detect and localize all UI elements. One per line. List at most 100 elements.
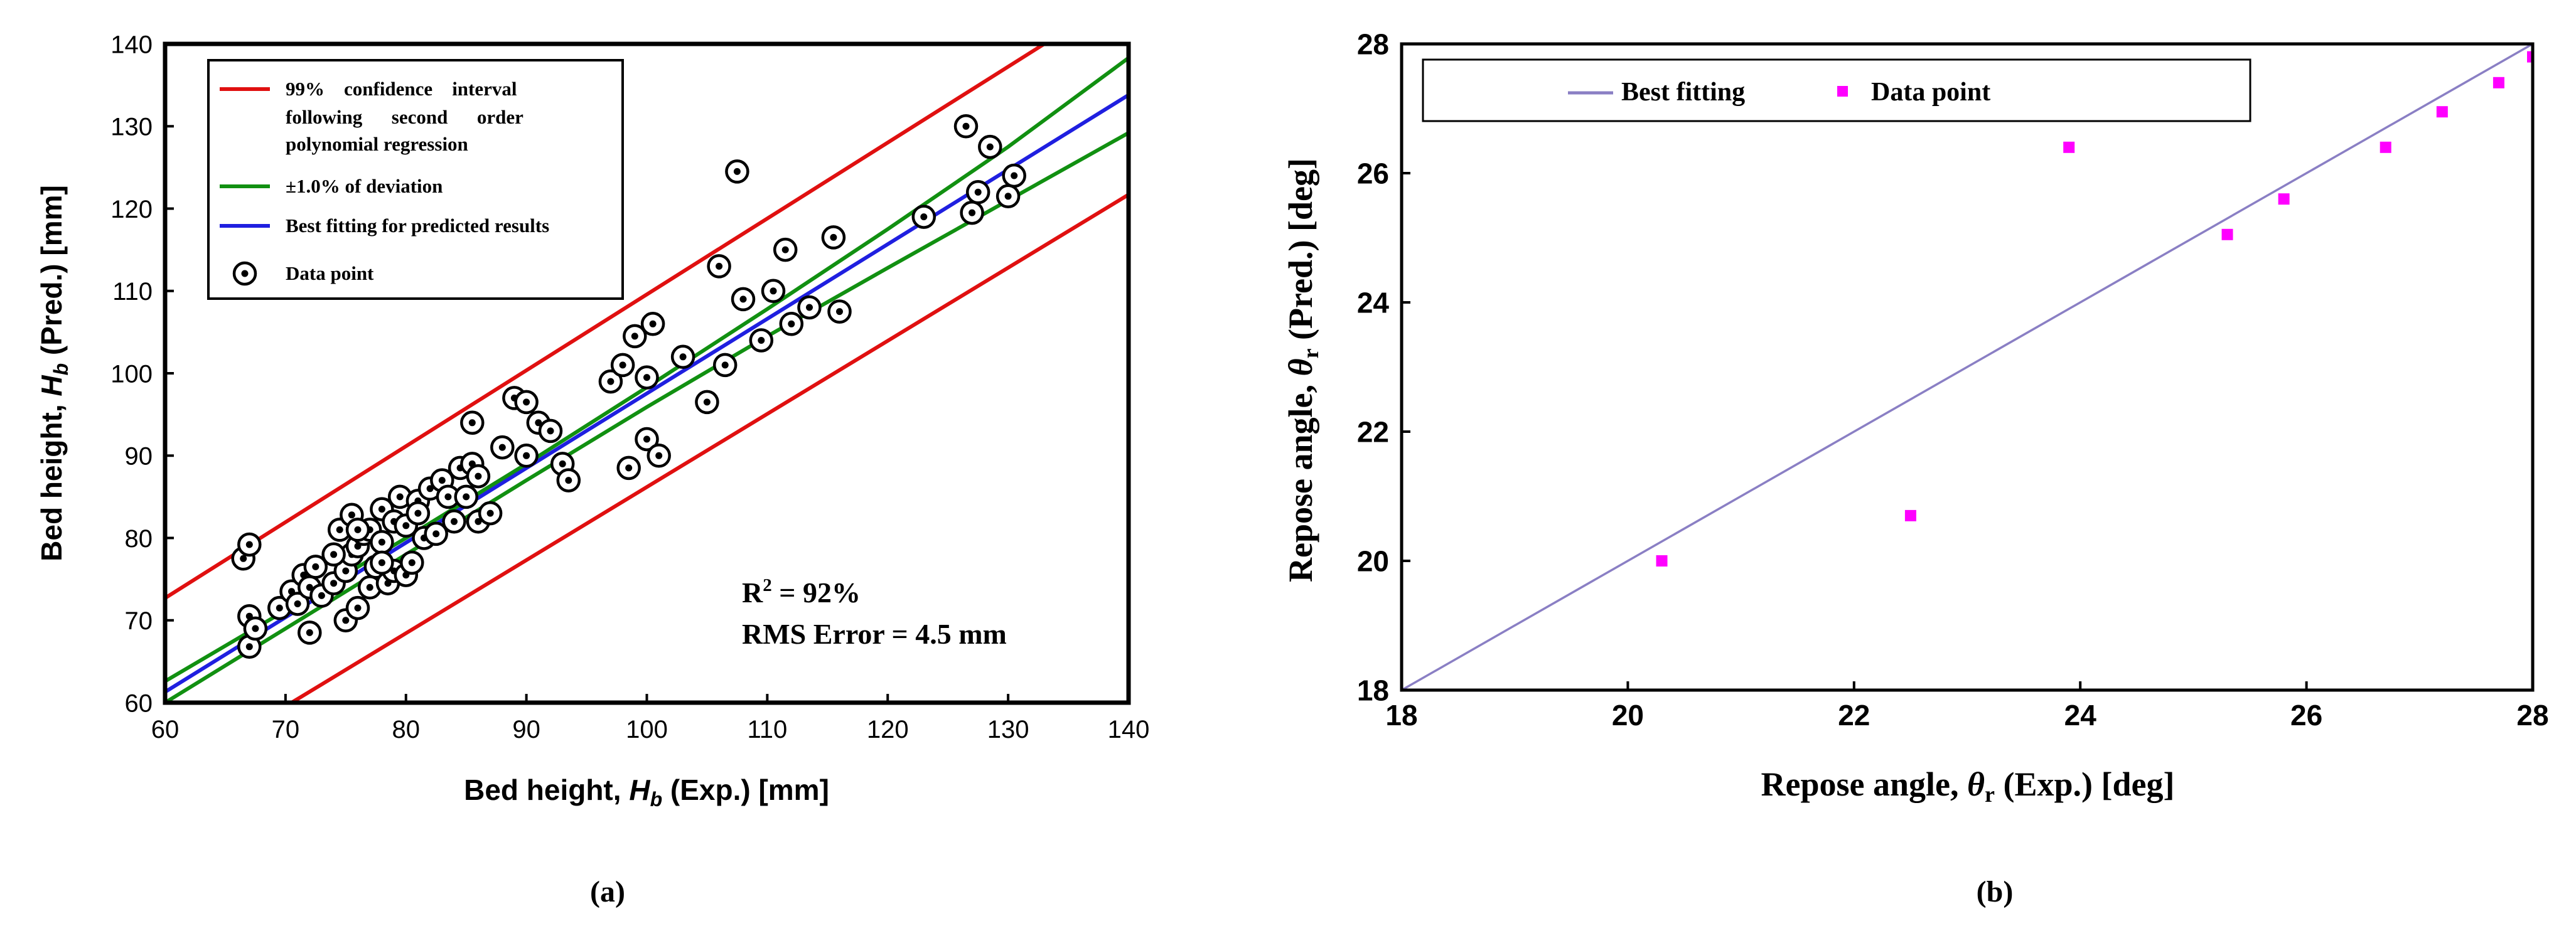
- data-point: [911, 205, 936, 229]
- legend-b-data-point-label: Data point: [1871, 78, 1990, 107]
- b-x-label-suffix: (Exp.) [deg]: [1995, 765, 2174, 803]
- data-point-center: [330, 551, 338, 558]
- x-tick-label: 90: [512, 716, 540, 743]
- x-tick-label: 140: [1108, 716, 1150, 743]
- data-point-center: [475, 472, 482, 480]
- data-point-center: [402, 522, 410, 530]
- data-point-center: [444, 493, 452, 501]
- data-point: [978, 134, 1002, 159]
- data-point-center: [962, 122, 970, 130]
- data-point-center: [486, 509, 494, 517]
- data-point-center: [432, 530, 440, 538]
- panel-b-line-best-fitting: [1402, 44, 2533, 690]
- data-point: [2436, 106, 2448, 118]
- data-point: [460, 410, 485, 435]
- data-point-center: [619, 361, 626, 369]
- data-point-center: [312, 563, 319, 570]
- data-point: [345, 518, 370, 542]
- panel-a-series-layer: [165, 44, 1129, 703]
- data-point: [345, 595, 370, 620]
- data-point: [695, 390, 719, 415]
- data-point: [2527, 51, 2533, 63]
- y-tick-label: 120: [110, 196, 153, 223]
- data-point: [400, 550, 424, 575]
- r2-value: = 92%: [772, 577, 861, 609]
- x-tick-label: 130: [987, 716, 1029, 743]
- data-point: [454, 484, 478, 509]
- data-point-center: [348, 511, 355, 519]
- x-tick-label: 60: [151, 716, 180, 743]
- y-label-suffix: (Pred.) [mm]: [35, 185, 68, 363]
- panel-a-x-axis-label: Bed height, Hb (Exp.) [mm]: [464, 774, 829, 811]
- data-point-center: [252, 625, 259, 632]
- y-tick-label: 22: [1357, 416, 1389, 449]
- y-tick-label: 26: [1357, 157, 1389, 190]
- data-point: [960, 200, 984, 225]
- data-point: [1656, 555, 1668, 567]
- panel-a-plot-area: [165, 44, 1129, 703]
- data-point: [321, 542, 346, 567]
- data-point-center: [716, 262, 723, 270]
- r2-prefix: R: [742, 577, 763, 609]
- data-point: [2493, 77, 2504, 88]
- x-tick-label: 120: [867, 716, 909, 743]
- data-point: [478, 501, 503, 526]
- panel-a-legend: 99% confidence interval following second…: [207, 59, 624, 300]
- data-point: [556, 468, 581, 492]
- panel-b-x-axis-label: Repose angle, θr (Exp.) [deg]: [1761, 765, 2175, 807]
- data-point-center: [378, 506, 385, 513]
- data-point-center: [240, 555, 247, 562]
- data-point: [357, 575, 382, 600]
- data-point: [405, 501, 431, 526]
- panel-b-legend: Best fitting Data point: [1422, 58, 2251, 122]
- y-tick-label: 100: [110, 360, 153, 388]
- panel-a-line-99-confidence-interval-upper: [165, 44, 1046, 600]
- y-tick-label: 140: [110, 31, 153, 58]
- x-tick-label: 20: [1612, 699, 1644, 732]
- data-point-center: [721, 361, 729, 369]
- data-point-center: [631, 333, 638, 340]
- data-point: [237, 532, 262, 557]
- data-point-center: [703, 398, 711, 406]
- data-point: [298, 620, 322, 645]
- y-label-subscript: b: [50, 363, 72, 376]
- legend-data-point-marker-dot: [241, 270, 249, 277]
- panel-b-caption: (b): [1977, 875, 2014, 908]
- data-point-center: [498, 444, 506, 451]
- y-tick-label: 24: [1357, 287, 1390, 319]
- data-point-center: [559, 460, 566, 467]
- data-point-center: [438, 477, 446, 484]
- data-point-center: [920, 213, 928, 221]
- data-point: [2380, 141, 2391, 153]
- data-point: [2278, 193, 2290, 205]
- legend-b-best-fit-label: Best fitting: [1621, 78, 1745, 107]
- data-point-center: [245, 643, 253, 651]
- panel-b-series-layer: [1402, 44, 2533, 690]
- legend-b-data-point-marker: [1837, 86, 1848, 97]
- data-point: [598, 369, 623, 394]
- data-point: [490, 435, 515, 460]
- data-point-center: [463, 493, 470, 501]
- data-point: [243, 616, 268, 641]
- data-point: [442, 509, 466, 534]
- data-point: [610, 353, 635, 378]
- data-point-center: [306, 629, 313, 636]
- x-label-symbol: H: [629, 774, 650, 806]
- data-point-center: [770, 287, 777, 295]
- data-point-center: [396, 493, 404, 501]
- data-point-center: [739, 295, 747, 303]
- x-label-suffix: (Exp.) [mm]: [662, 774, 829, 806]
- data-point: [623, 324, 647, 349]
- data-point-center: [830, 233, 837, 241]
- b-x-label-prefix: Repose angle,: [1761, 765, 1967, 803]
- data-point: [635, 365, 659, 390]
- data-point-center: [306, 583, 313, 591]
- b-x-label-symbol: θ: [1967, 765, 1985, 803]
- x-tick-label: 70: [272, 716, 300, 743]
- data-point-center: [276, 604, 283, 612]
- legend-best-fit-label: Best fitting for predicted results: [286, 215, 549, 237]
- data-point-center: [378, 559, 385, 567]
- b-y-label-prefix: Repose angle,: [1282, 376, 1319, 582]
- data-point: [731, 287, 756, 312]
- y-tick-label: 70: [125, 607, 153, 635]
